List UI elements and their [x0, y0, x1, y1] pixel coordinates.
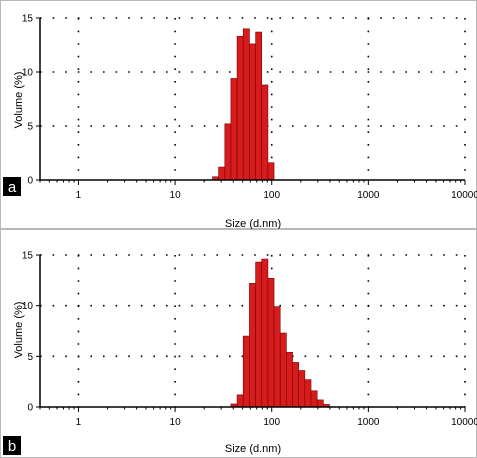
panel-a-letter: a: [8, 179, 17, 196]
panel-b-y-tick-label-2: 10: [22, 301, 34, 312]
panel-a-bar-4: [236, 36, 244, 181]
panel-b-letter-box: [3, 436, 21, 455]
panel-b-bar-2: [242, 335, 250, 408]
panel-a-y-tick-label-0: 0: [27, 176, 33, 187]
panel-b-ylabel: Volume (%): [13, 302, 25, 359]
panel-b-bar-14: [316, 399, 324, 408]
panel-b-bar-8: [279, 332, 287, 408]
panel-a-bar-7: [255, 31, 263, 181]
panel-a: 0 5 10 15 1 10 100 1000 10000 Volume (%) Size (d…: [0, 0, 477, 230]
panel-b-y-tick-label-0: 0: [27, 403, 33, 414]
panel-b-bar-7: [273, 306, 281, 408]
panel-a-y-tick-label-1: 5: [27, 122, 33, 133]
panel-b-bar-5: [261, 258, 269, 408]
panel-b-x-tick-label-2: 100: [263, 417, 280, 428]
panel-a-xlabel: Size (d.nm): [225, 218, 281, 230]
panel-a-bar-1: [218, 166, 226, 181]
panel-b-bar-6: [267, 278, 275, 408]
panel-a-bar-5: [242, 28, 250, 181]
panel-a-bar-9: [267, 162, 275, 181]
panel-a-x-tick-label-3: 1000: [357, 190, 380, 201]
panel-a-x-tick-label-2: 100: [263, 190, 280, 201]
panel-a-ylabel: Volume (%): [13, 72, 25, 129]
panel-b-bar-9: [286, 351, 293, 408]
panel-b-y-tick-label-3: 15: [22, 251, 34, 262]
panel-b-x-tick-label-1: 10: [170, 417, 182, 428]
panel-b-x-tick-label-3: 1000: [357, 417, 380, 428]
panel-a-bar-2: [224, 123, 232, 181]
panel-a-bar-6: [249, 43, 256, 181]
panel-b-bar-3: [249, 283, 256, 408]
panel-b-bar-12: [304, 379, 312, 408]
panel-b-bar-11: [298, 370, 306, 408]
panel-a-letter-box: [3, 177, 21, 196]
panel-b-bar-4: [255, 261, 263, 408]
panel-b-bar-13: [310, 390, 318, 408]
panel-b-bar-10: [292, 362, 299, 408]
panel-a-x-tick-label-1: 10: [170, 190, 182, 201]
panel-b-x-tick-label-4: 10000: [451, 417, 477, 428]
panel-a-x-tick-label-0: 1: [76, 190, 82, 201]
panel-a-y-tick-label-2: 10: [22, 68, 34, 79]
panel-a-y-tick-label-3: 15: [22, 14, 34, 25]
panel-a-x-tick-label-4: 10000: [451, 190, 477, 201]
panel-b-y-tick-label-1: 5: [27, 352, 33, 363]
panel-b-letter: b: [8, 438, 16, 455]
panel-a-bar-8: [261, 84, 269, 181]
panel-b: 0 5 10 15 1 10 100 1000 10000 Volume (%) Size (d…: [0, 229, 477, 458]
panel-b-xlabel: Size (d.nm): [225, 443, 281, 455]
panel-b-bar-1: [236, 394, 244, 408]
panel-a-bar-3: [230, 78, 238, 181]
panel-b-x-tick-label-0: 1: [76, 417, 82, 428]
